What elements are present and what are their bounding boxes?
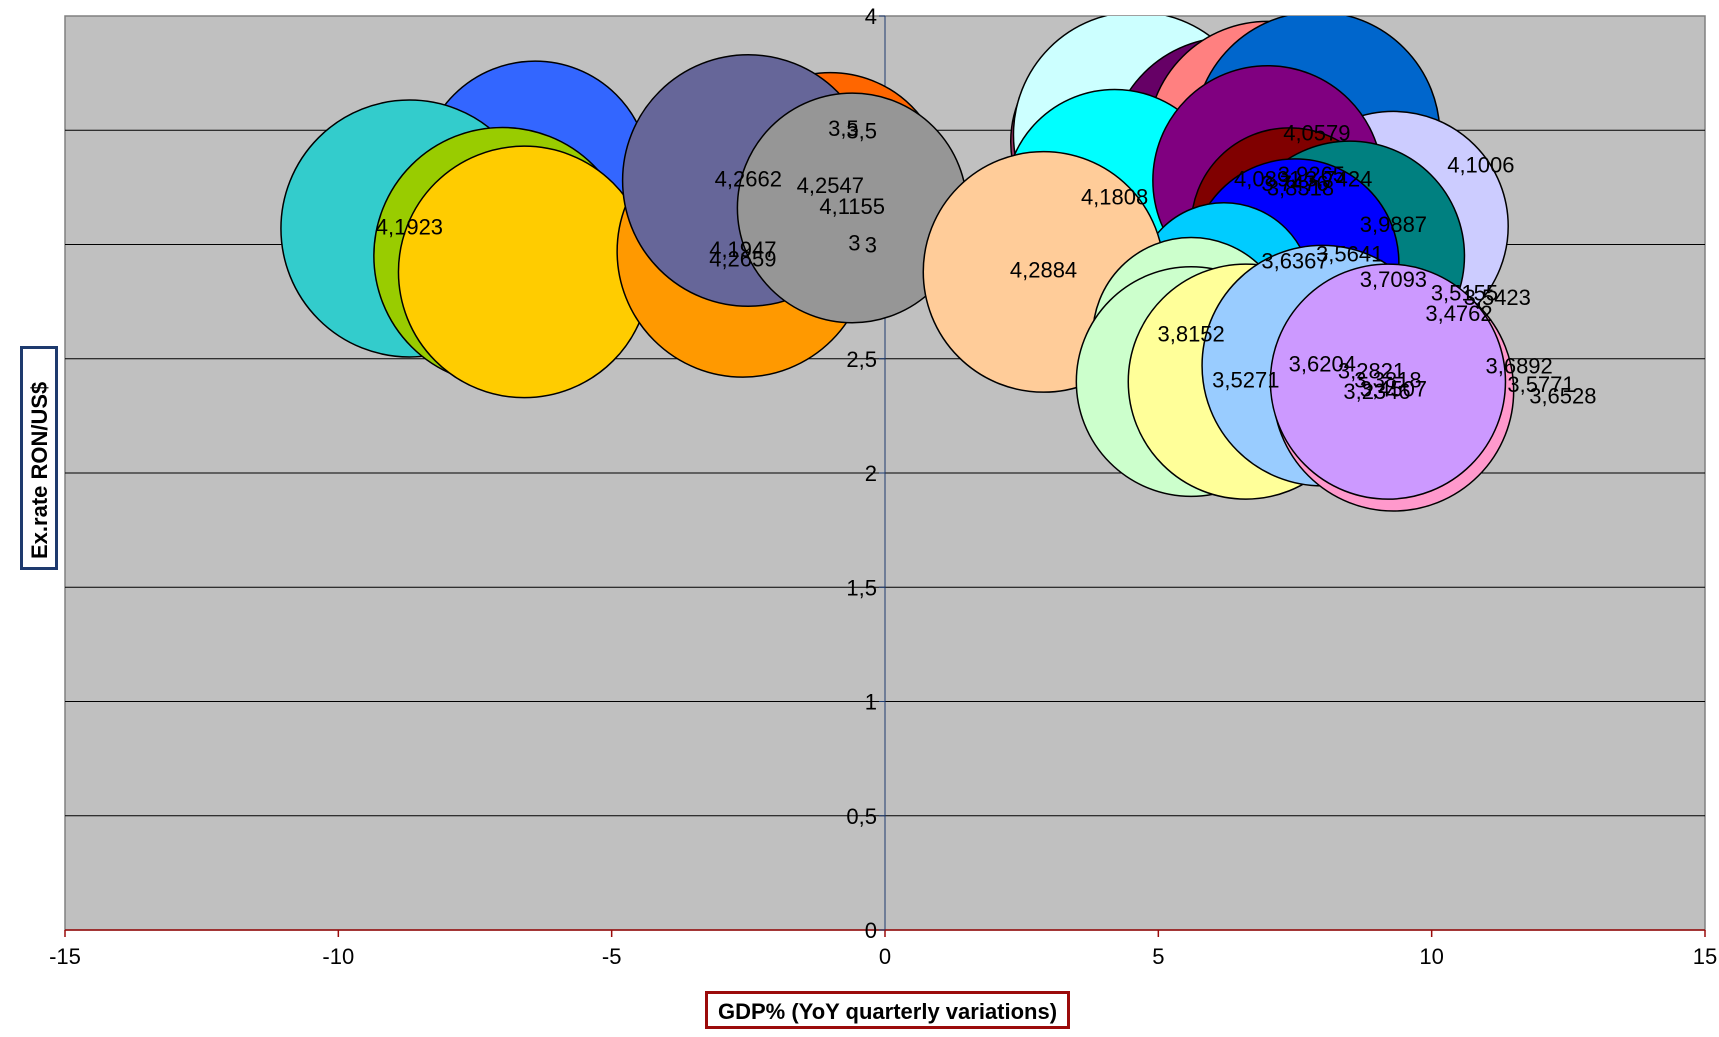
data-label: 3	[848, 230, 860, 255]
y-tick-label: 1	[865, 690, 877, 715]
x-tick-label: 10	[1419, 944, 1443, 969]
data-label: 3,6204	[1289, 351, 1356, 376]
data-label: 3,5	[828, 116, 859, 141]
y-tick-label: 0,5	[846, 804, 877, 829]
data-label: 3,6367	[1261, 249, 1328, 274]
data-label: 3,7424	[1305, 166, 1372, 191]
data-label: 3,6528	[1529, 383, 1596, 408]
data-label: 3,7476	[1261, 171, 1328, 196]
data-label: 4,1155	[819, 194, 885, 219]
x-tick-label: -5	[602, 944, 622, 969]
data-label: 3,4762	[1425, 301, 1492, 326]
y-tick-label: 0	[865, 918, 877, 943]
data-label: 3,2346	[1343, 379, 1410, 404]
x-tick-label: 0	[879, 944, 891, 969]
y-tick-label: 3,5	[846, 118, 877, 143]
data-label: 3,3818	[1354, 367, 1421, 392]
data-label: 4,1947	[709, 237, 776, 262]
data-label: 3,6892	[1485, 354, 1552, 379]
y-tick-label: 2	[865, 461, 877, 486]
tick-labels: -15 -10 -5 0 5 10 15 0 0,5 1 1,5 2 2,5 3 3,5 4	[49, 4, 1717, 969]
bubble	[1269, 263, 1507, 500]
data-labels: 4,1923 4,1947 4,2547 4,2662 4,2659 4,1155 4,05…	[376, 116, 1597, 408]
data-label: 3,4507	[1360, 377, 1427, 402]
data-label: 3,5771	[1507, 372, 1574, 397]
x-tick-label: -15	[49, 944, 81, 969]
y-tick-label: 4	[865, 4, 877, 29]
data-label: 4,1808	[1081, 185, 1148, 210]
data-label: 3,5641	[1316, 242, 1383, 267]
y-tick-label: 1,5	[846, 575, 877, 600]
x-axis-title: GDP% (YoY quarterly variations)	[705, 991, 1071, 1029]
y-tick-label: 2,5	[846, 347, 877, 372]
data-label: 3,7093	[1360, 267, 1427, 292]
x-tick-label: -10	[322, 944, 354, 969]
data-label: 4,2659	[709, 246, 776, 271]
x-tick-label: 15	[1693, 944, 1717, 969]
data-label: 3,9265	[1278, 162, 1345, 187]
data-label: 3,9887	[1360, 212, 1427, 237]
data-label: 4,2662	[715, 166, 782, 191]
data-label: 3,2821	[1338, 358, 1405, 383]
data-label: 4,0579	[1283, 121, 1350, 146]
data-label: 4,1923	[376, 214, 443, 239]
bubble	[397, 145, 651, 399]
data-label: 3,5423	[1464, 285, 1531, 310]
data-label: 4,2884	[1010, 258, 1077, 283]
data-label: 3,5271	[1212, 367, 1279, 392]
data-label: 3,8152	[1157, 322, 1224, 347]
data-label: 4,0891	[1234, 166, 1301, 191]
y-axis-title: Ex.rate RON/US$	[20, 346, 58, 570]
data-label: 3,8318	[1267, 175, 1334, 200]
bubbles	[280, 16, 1515, 512]
data-label: 4,1006	[1447, 153, 1514, 178]
data-label: 4,2547	[797, 173, 864, 198]
data-label: 3,5155	[1431, 281, 1498, 306]
x-tick-label: 5	[1152, 944, 1164, 969]
y-tick-label: 3	[865, 233, 877, 258]
